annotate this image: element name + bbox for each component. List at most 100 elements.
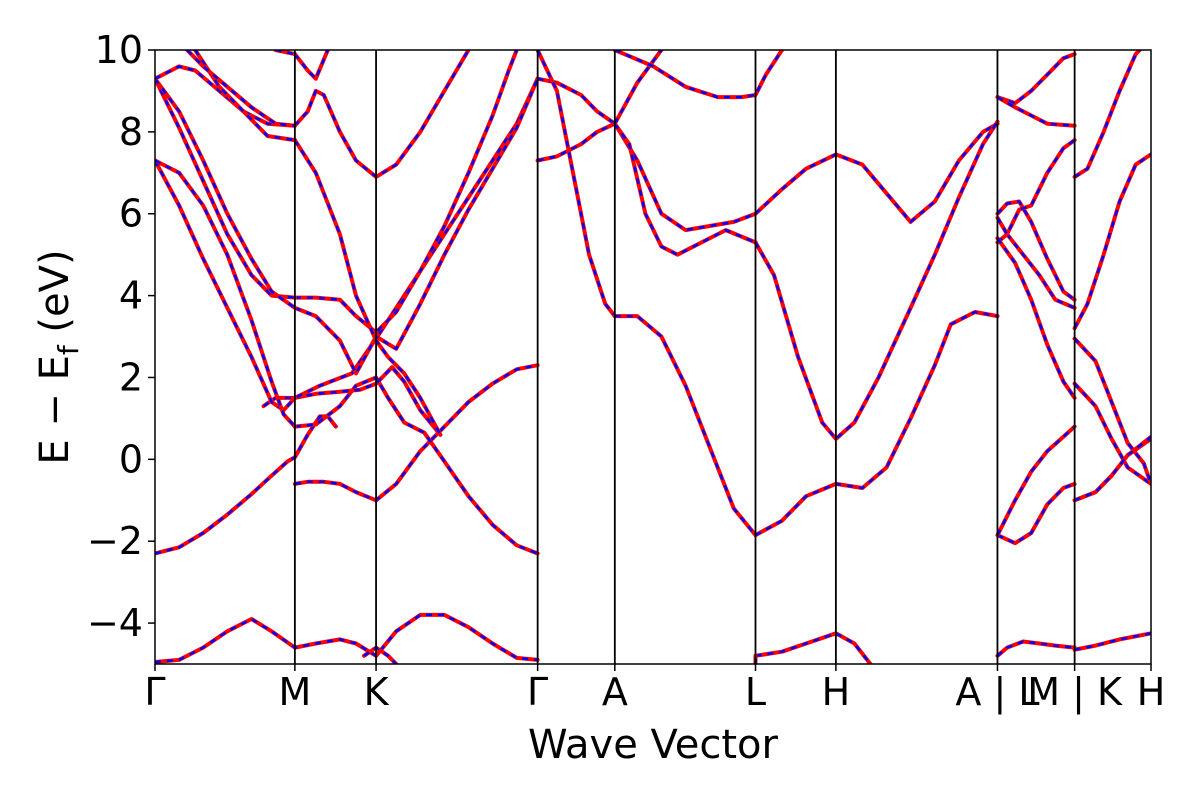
- band-line-22-solid: [612, 314, 758, 538]
- band-line-40-solid: [1072, 336, 1151, 486]
- band-line-43-dashed: [996, 237, 1076, 399]
- band-line-37-solid: [995, 424, 1077, 538]
- band-line-36-dashed: [996, 482, 1076, 545]
- band-line-9-dashed: [155, 78, 296, 299]
- band-line-13-dashed: [155, 65, 295, 127]
- band-line-9-solid: [155, 76, 297, 300]
- band-line-29-dashed: [614, 50, 784, 99]
- band-line-6-solid: [292, 76, 540, 376]
- band-line-1-dashed: [326, 415, 337, 428]
- band-line-25-dashed: [613, 122, 756, 256]
- band-line-37-dashed: [996, 425, 1076, 536]
- band-line-44-solid: [995, 199, 1077, 302]
- x-tick-label-6: H: [822, 670, 851, 714]
- y-axis-label-main: E − E: [32, 355, 78, 465]
- band-line-43-solid: [995, 236, 1077, 400]
- band-line-40-dashed: [1073, 337, 1151, 485]
- x-tick-label-9: H: [1137, 670, 1166, 714]
- band-line-27-dashed: [754, 120, 999, 441]
- x-tick-label-8: M | K: [1027, 670, 1123, 715]
- x-tick-label-3: Γ: [527, 670, 548, 714]
- band-line-49-dashed: [1073, 50, 1141, 178]
- band-line-32-solid: [155, 612, 540, 664]
- band-line-45-dashed: [996, 139, 1076, 236]
- band-line-14-dashed: [293, 50, 470, 179]
- y-tick-label-4: 4: [119, 274, 143, 318]
- band-line-0-solid: [155, 414, 330, 556]
- band-line-44-dashed: [996, 200, 1076, 301]
- band-line-12-dashed: [293, 139, 442, 436]
- band-line-34-solid: [995, 639, 1077, 658]
- band-line-32-dashed: [155, 613, 538, 664]
- y-axis: −4 −2 0 2 4 6 8 10: [87, 28, 155, 645]
- x-tick-label-7: A | L: [955, 670, 1039, 715]
- band-line-20-dashed: [537, 77, 616, 125]
- y-axis-label-unit: (eV): [32, 249, 78, 345]
- band-line-25-solid: [612, 121, 758, 257]
- band-line-23-dashed: [754, 310, 998, 537]
- band-line-0-dashed: [155, 415, 328, 555]
- band-line-26-dashed: [754, 122, 999, 224]
- band-line-27-solid: [753, 119, 1000, 441]
- y-tick-label-1: −2: [87, 519, 143, 563]
- band-line-30-dashed: [755, 632, 872, 664]
- x-tick-label-5: L: [745, 670, 766, 714]
- band-line-23-solid: [753, 310, 1000, 538]
- band-line-5-solid: [261, 76, 540, 409]
- band-line-30-solid: [753, 631, 873, 664]
- band-line-28-dashed: [613, 50, 663, 125]
- x-tick-label-4: A: [602, 670, 628, 714]
- x-tick-label-2: K: [364, 670, 390, 714]
- band-line-17-dashed: [293, 50, 329, 80]
- band-line-39-solid: [1072, 381, 1151, 486]
- band-line-46-solid: [995, 52, 1077, 106]
- band-line-5-dashed: [262, 78, 539, 408]
- band-line-24-solid: [612, 121, 758, 233]
- band-line-10-solid: [155, 76, 297, 310]
- plot-frame: [154, 49, 1152, 665]
- band-line-21-dashed: [536, 50, 616, 317]
- band-line-2-dashed: [294, 363, 538, 502]
- band-line-39-dashed: [1073, 382, 1151, 485]
- band-line-46-dashed: [997, 52, 1076, 105]
- band-line-22-dashed: [614, 314, 757, 536]
- band-line-16-solid: [185, 50, 297, 128]
- y-tick-label-0: −4: [87, 601, 143, 645]
- y-tick-label-7: 10: [95, 28, 143, 72]
- band-line-21-solid: [535, 50, 617, 319]
- band-line-47-dashed: [996, 96, 1075, 127]
- y-tick-label-3: 2: [119, 355, 143, 399]
- band-line-48-solid: [1072, 152, 1151, 331]
- y-axis-label: E − Ef (eV): [32, 249, 85, 464]
- band-line-7-solid: [155, 158, 297, 413]
- y-axis-label-sub: f: [52, 344, 85, 355]
- high-symmetry-lines: [293, 50, 1076, 664]
- band-line-4-dashed: [294, 365, 442, 436]
- band-line-8-dashed: [294, 50, 518, 334]
- band-line-12-solid: [292, 138, 443, 437]
- band-line-6-dashed: [294, 78, 539, 375]
- band-line-10-dashed: [155, 77, 296, 309]
- band-line-42-solid: [995, 232, 1077, 310]
- y-tick-label-5: 6: [119, 192, 143, 236]
- band-line-2-solid: [292, 363, 540, 503]
- band-line-33-solid: [362, 645, 399, 664]
- band-line-3-dashed: [294, 376, 539, 555]
- x-tick-label-1: M: [278, 670, 311, 714]
- x-axis: Γ M K Γ A L H A | LM | K H: [144, 664, 1165, 715]
- y-tick-label-6: 8: [119, 110, 143, 154]
- band-line-26-solid: [753, 121, 1000, 224]
- band-line-13-solid: [155, 64, 297, 128]
- x-tick-label-0: Γ: [144, 670, 165, 714]
- band-line-35-dashed: [1074, 632, 1151, 651]
- band-line-19-dashed: [537, 122, 616, 162]
- band-line-11-dashed: [155, 159, 296, 428]
- band-line-34-dashed: [996, 640, 1075, 657]
- y-tick-label-2: 0: [119, 437, 143, 481]
- band-line-45-solid: [995, 138, 1077, 237]
- band-line-41-dashed: [1074, 435, 1151, 502]
- x-axis-label: Wave Vector: [528, 722, 779, 768]
- band-line-42-dashed: [996, 232, 1076, 310]
- bands-layer: [155, 50, 1151, 664]
